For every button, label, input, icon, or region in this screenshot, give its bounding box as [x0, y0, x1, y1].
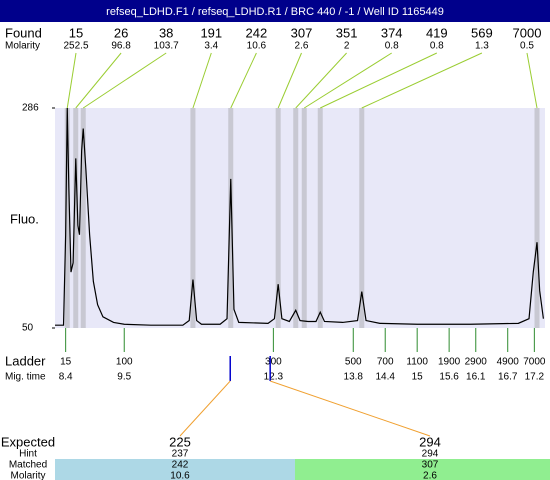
ladder-size: 100 [116, 357, 133, 368]
found-size: 15 [69, 25, 83, 40]
ladder-size: 7000 [523, 357, 546, 368]
ladder-time: 9.5 [117, 372, 131, 383]
found-size: 242 [246, 25, 268, 40]
found-molarity: 2 [344, 41, 350, 52]
found-size: 307 [291, 25, 313, 40]
expected-matched: 307 [422, 460, 439, 471]
found-molarity: 3.4 [204, 41, 218, 52]
found-molarity: 103.7 [154, 41, 179, 52]
trace-line [55, 107, 544, 326]
ladder-size: 1900 [438, 357, 461, 368]
found-molarity: 252.5 [63, 41, 88, 52]
found-size: 569 [471, 25, 493, 40]
peak-band [301, 108, 307, 328]
found-molarity: 0.8 [430, 41, 444, 52]
ladder-time: 14.4 [375, 372, 395, 383]
y-axis-label: Fluo. [10, 211, 39, 226]
ladder-time: 16.7 [498, 372, 518, 383]
ladder-size: 4900 [497, 357, 520, 368]
peak-connector [82, 52, 167, 109]
matched-cell [55, 459, 295, 480]
found-size: 191 [200, 25, 222, 40]
expected-molarity: 2.6 [423, 471, 437, 480]
ladder-size: 2900 [465, 357, 488, 368]
exp-molarity-label: Molarity [10, 471, 45, 480]
peak-band [317, 108, 323, 328]
found-label: Found [5, 25, 42, 40]
matched-cell [295, 459, 550, 480]
expected-matched: 242 [172, 460, 189, 471]
peak-connector [230, 52, 257, 109]
ladder-label: Ladder [5, 353, 46, 368]
ladder-time: 15.6 [439, 372, 459, 383]
peak-connector [303, 52, 392, 109]
expected-hint: 294 [422, 449, 439, 460]
found-size: 38 [159, 25, 173, 40]
peak-band [293, 108, 299, 328]
peak-connector [295, 52, 347, 109]
ladder-size: 300 [265, 357, 282, 368]
found-molarity: 1.3 [475, 41, 489, 52]
found-molarity: 0.8 [385, 41, 399, 52]
peak-band [228, 108, 234, 328]
peak-connector [66, 52, 77, 109]
hint-label: Hint [19, 449, 37, 460]
peak-band [64, 108, 70, 328]
mig-time-label: Mig. time [5, 372, 46, 383]
found-size: 26 [114, 25, 128, 40]
peak-connector [361, 52, 483, 109]
expected-connector [270, 380, 431, 437]
ladder-time: 13.8 [344, 372, 364, 383]
peak-band [359, 108, 365, 328]
expected-molarity: 10.6 [170, 471, 190, 480]
expected-label: Expected [1, 434, 55, 449]
peak-connector [320, 52, 438, 109]
expected-hint: 237 [172, 449, 189, 460]
found-molarity: 2.6 [295, 41, 309, 52]
ladder-size: 700 [377, 357, 394, 368]
header-bar [0, 0, 550, 22]
found-size: 351 [336, 25, 358, 40]
ladder-time: 16.1 [466, 372, 486, 383]
expected-size: 294 [419, 434, 441, 449]
peak-connector [75, 52, 122, 109]
ladder-size: 15 [60, 357, 72, 368]
header-title: refseq_LDHD.F1 / refseq_LDHD.R1 / BRC 44… [106, 6, 444, 18]
found-molarity: 0.5 [520, 41, 534, 52]
peak-connector [192, 52, 212, 109]
found-molarity: 96.8 [111, 41, 131, 52]
found-size: 7000 [513, 25, 542, 40]
found-size: 374 [381, 25, 403, 40]
molarity-label: Molarity [5, 41, 40, 52]
expected-size: 225 [169, 434, 191, 449]
ladder-time: 12.3 [264, 372, 284, 383]
peak-band [275, 108, 281, 328]
matched-label: Matched [9, 460, 47, 471]
ladder-size: 500 [345, 357, 362, 368]
peak-band [534, 108, 540, 328]
found-size: 419 [426, 25, 448, 40]
peak-band [73, 108, 79, 328]
peak-band [80, 108, 86, 328]
peak-band [190, 108, 196, 328]
ladder-size: 1100 [406, 357, 428, 368]
peak-connector [277, 52, 302, 109]
expected-connector [179, 380, 231, 437]
y-tick-label: 286 [22, 103, 39, 114]
ladder-time: 17.2 [525, 372, 545, 383]
found-molarity: 10.6 [247, 41, 267, 52]
peak-connector [526, 52, 538, 109]
plot-area [55, 108, 545, 328]
ladder-time: 15 [412, 372, 424, 383]
y-tick-label: 50 [22, 323, 34, 334]
ladder-time: 8.4 [59, 372, 73, 383]
